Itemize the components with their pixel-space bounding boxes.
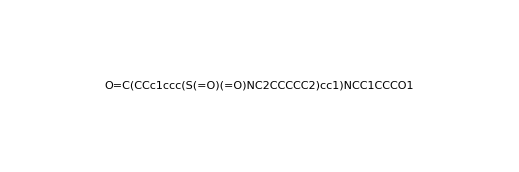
Text: O=C(CCc1ccc(S(=O)(=O)NC2CCCCC2)cc1)NCC1CCCO1: O=C(CCc1ccc(S(=O)(=O)NC2CCCCC2)cc1)NCC1C…	[105, 81, 414, 91]
